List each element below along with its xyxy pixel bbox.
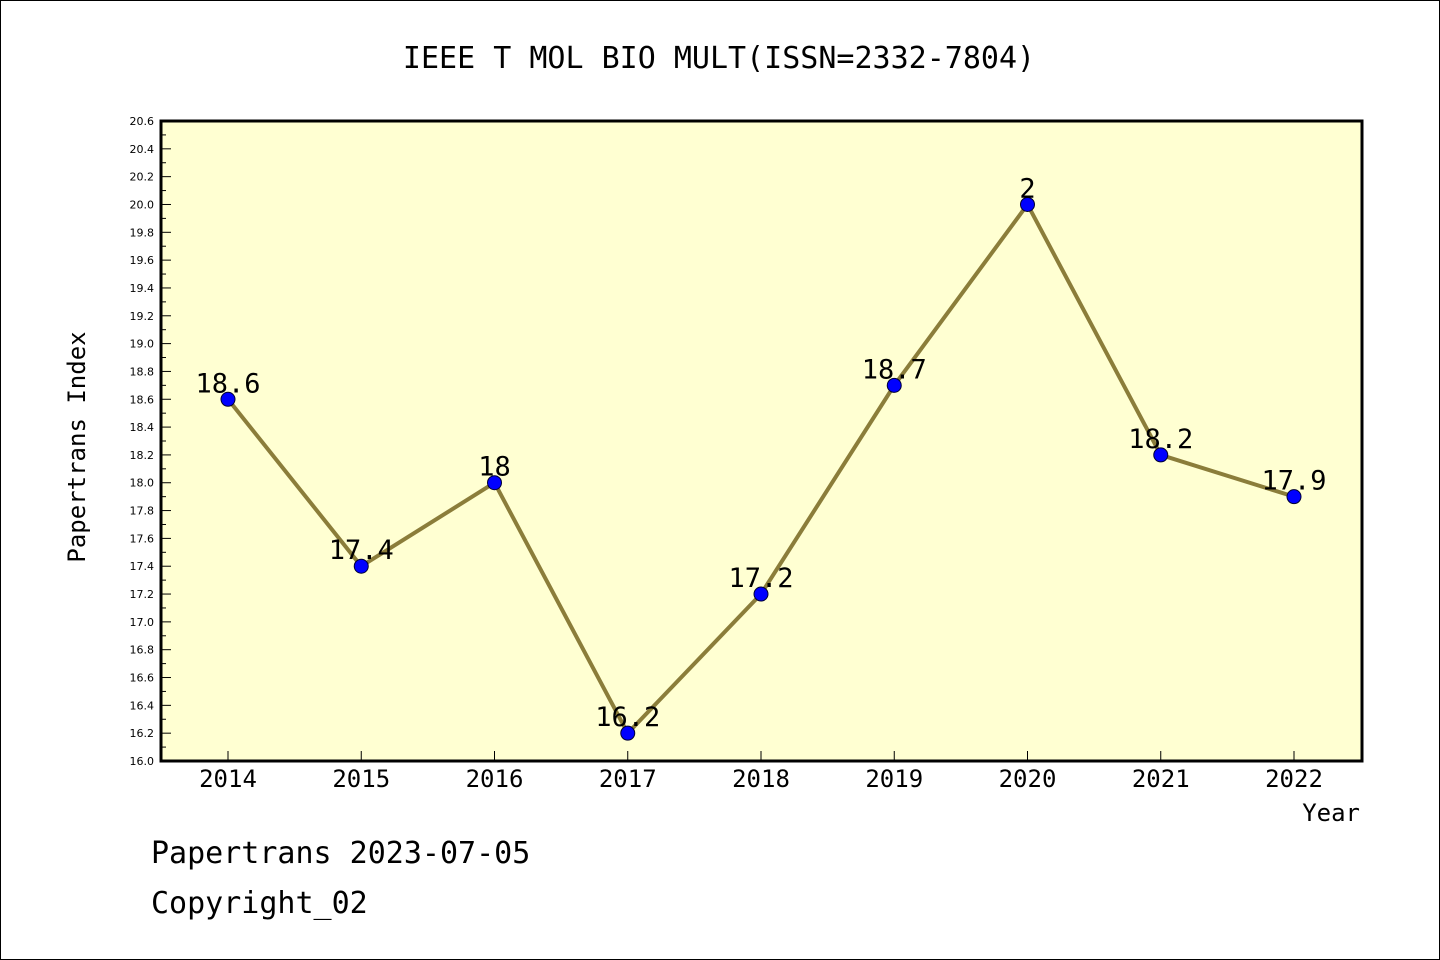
data-label: 17.9 bbox=[1261, 466, 1326, 497]
y-tick-label: 16.8 bbox=[130, 644, 155, 657]
data-label: 18.6 bbox=[195, 368, 260, 399]
data-labels: 18.6 17.4 18 16.2 17.2 18.7 2 18.2 17.9 bbox=[195, 173, 1326, 733]
plot-area bbox=[161, 121, 1362, 761]
x-tick-label: 2019 bbox=[865, 765, 923, 793]
y-tick-label: 18.8 bbox=[130, 365, 155, 378]
footer-date: Papertrans 2023-07-05 bbox=[151, 836, 531, 871]
data-point bbox=[487, 475, 502, 491]
y-tick-label: 18.6 bbox=[130, 393, 155, 406]
x-tick-label: 2014 bbox=[199, 765, 257, 793]
y-tick-label: 17.2 bbox=[130, 588, 155, 601]
y-tick-label: 18.2 bbox=[130, 449, 155, 462]
x-axis-label: Year bbox=[1302, 799, 1360, 827]
x-tick-label: 2022 bbox=[1265, 765, 1323, 793]
data-label: 2 bbox=[1019, 173, 1035, 204]
data-label: 18 bbox=[478, 452, 511, 483]
data-point bbox=[1153, 447, 1169, 463]
data-label: 18.2 bbox=[1128, 424, 1193, 455]
data-label: 17.4 bbox=[329, 535, 394, 566]
data-point bbox=[220, 391, 236, 407]
y-tick-label: 17.0 bbox=[130, 616, 155, 629]
data-label: 16.2 bbox=[595, 702, 660, 733]
y-tick-label: 20.2 bbox=[130, 171, 155, 184]
x-axis: 2014 2015 2016 2017 2018 2019 2020 2021 2022 bbox=[199, 751, 1323, 793]
x-tick-label: 2018 bbox=[732, 765, 790, 793]
y-tick-label: 16.0 bbox=[130, 755, 155, 768]
x-tick-label: 2021 bbox=[1132, 765, 1190, 793]
y-tick-label: 19.4 bbox=[130, 282, 155, 295]
y-tick-label: 20.6 bbox=[130, 115, 155, 128]
y-tick-label: 19.2 bbox=[130, 310, 155, 323]
chart-title: IEEE T MOL BIO MULT(ISSN=2332-7804) bbox=[403, 41, 1035, 76]
data-point bbox=[620, 725, 636, 741]
data-point bbox=[886, 377, 902, 393]
x-tick-label: 2016 bbox=[466, 765, 524, 793]
data-markers bbox=[220, 196, 1302, 741]
y-axis-label: Papertrans Index bbox=[63, 331, 91, 562]
y-tick-label: 19.8 bbox=[130, 226, 155, 239]
y-tick-label: 17.4 bbox=[130, 560, 155, 573]
data-point bbox=[353, 558, 369, 574]
x-tick-label: 2017 bbox=[599, 765, 657, 793]
y-axis: 16.0 16.2 16.4 16.6 16.8 17.0 17.2 17.4 17.6 17.8… bbox=[130, 115, 171, 768]
data-label: 17.2 bbox=[728, 563, 793, 594]
y-tick-label: 17.6 bbox=[130, 532, 155, 545]
y-tick-label: 16.4 bbox=[130, 699, 155, 712]
y-tick-label: 19.6 bbox=[130, 254, 155, 267]
plot-border bbox=[159, 119, 1364, 763]
data-point bbox=[753, 586, 769, 602]
y-tick-label: 16.2 bbox=[130, 727, 155, 740]
y-tick-label: 18.4 bbox=[130, 421, 155, 434]
x-tick-label: 2020 bbox=[999, 765, 1057, 793]
x-tick-label: 2015 bbox=[332, 765, 390, 793]
data-point bbox=[1286, 489, 1302, 505]
data-point bbox=[1020, 196, 1035, 212]
y-tick-label: 16.6 bbox=[130, 672, 155, 685]
data-label: 18.7 bbox=[862, 354, 927, 385]
footer-copyright: Copyright_02 bbox=[151, 886, 368, 921]
y-tick-label: 18.0 bbox=[130, 477, 155, 490]
y-tick-label: 17.8 bbox=[130, 505, 155, 518]
y-tick-label: 20.0 bbox=[130, 198, 155, 211]
y-tick-label: 20.4 bbox=[130, 143, 155, 156]
y-tick-label: 19.0 bbox=[130, 338, 155, 351]
